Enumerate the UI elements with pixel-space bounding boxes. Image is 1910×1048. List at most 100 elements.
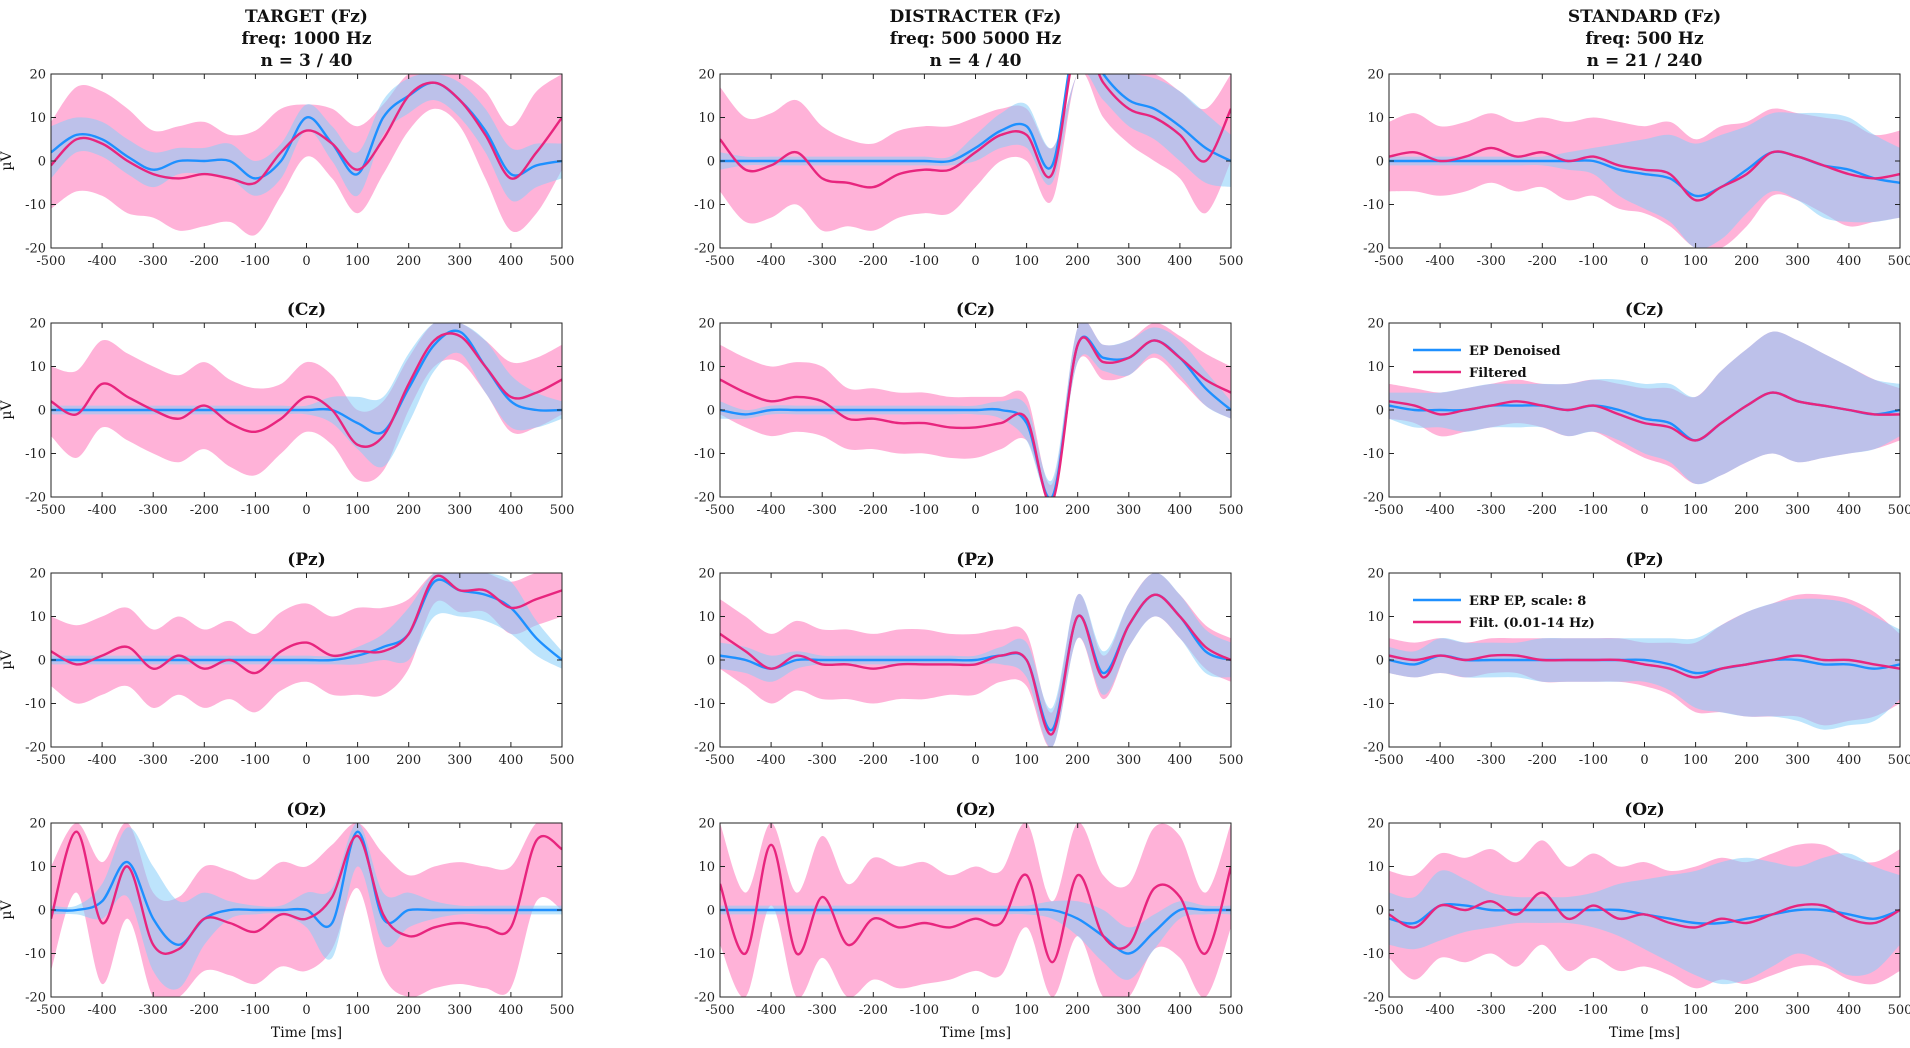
- subplot-title-line: (Oz): [955, 800, 996, 820]
- legend: EP Denoised Filtered: [1413, 344, 1561, 381]
- y-tick-label: 0: [38, 904, 46, 919]
- x-tick-label: 0: [971, 254, 979, 269]
- y-tick-label: -10: [25, 947, 46, 962]
- subplot-title-line: STANDARD (Fz): [1568, 7, 1721, 27]
- subplot-3: (Cz)-500 -400 -300 -200 -100 0 100 200 300 400 500…: [0, 300, 574, 518]
- y-tick-label: -20: [25, 242, 46, 257]
- x-tick-label: 0: [971, 1003, 979, 1018]
- x-tick-label: 400: [1167, 1003, 1192, 1018]
- x-tick-label: -200: [190, 753, 219, 768]
- subplot-title-line: n = 21 / 240: [1587, 51, 1703, 71]
- x-tick-label: -400: [87, 1003, 116, 1018]
- x-tick-label: 0: [302, 1003, 310, 1018]
- subplot-title-line: (Pz): [287, 550, 326, 570]
- x-tick-label: -300: [1477, 1003, 1506, 1018]
- subplot-2: STANDARD (Fz)freq: 500 Hzn = 21 / 240 -50…: [1363, 7, 1910, 269]
- y-tick-label: 20: [1367, 68, 1384, 83]
- x-tick-label: -100: [241, 254, 270, 269]
- y-tick-label: 10: [1367, 610, 1384, 625]
- x-tick-label: 100: [1014, 254, 1039, 269]
- x-tick-label: 100: [345, 503, 370, 518]
- x-tick-label: 300: [447, 753, 472, 768]
- y-tick-label: -20: [25, 491, 46, 506]
- x-tick-label: 100: [1683, 503, 1708, 518]
- y-tick-label: 10: [698, 610, 715, 625]
- y-tick-label: -10: [694, 947, 715, 962]
- x-tick-label: 100: [1683, 1003, 1708, 1018]
- y-tick-label: -10: [1363, 947, 1384, 962]
- subplot-title-line: freq: 500 Hz: [1585, 29, 1704, 49]
- x-tick-label: 300: [1116, 1003, 1141, 1018]
- x-tick-label: 200: [396, 753, 421, 768]
- filtered-line: [720, 843, 1231, 964]
- y-tick-label: 20: [698, 317, 715, 332]
- subplot-7: (Pz)-500 -400 -300 -200 -100 0 100 200 300 400 500…: [694, 550, 1243, 768]
- x-tick-label: 0: [302, 503, 310, 518]
- x-tick-label: -400: [1425, 254, 1454, 269]
- filtered-confidence-band: [51, 74, 562, 236]
- x-tick-label: 400: [1836, 254, 1861, 269]
- subplot-title-line: (Oz): [1624, 800, 1665, 820]
- x-tick-label: 200: [1065, 503, 1090, 518]
- x-tick-label: -400: [756, 254, 785, 269]
- x-tick-label: 500: [1219, 254, 1244, 269]
- y-tick-label: 0: [707, 155, 715, 170]
- x-tick-label: -500: [36, 503, 65, 518]
- x-tick-label: 100: [1683, 753, 1708, 768]
- ep-confidence-band: [1389, 331, 1900, 485]
- y-tick-label: 20: [1367, 817, 1384, 832]
- x-tick-label: 300: [447, 503, 472, 518]
- x-tick-label: -100: [1579, 254, 1608, 269]
- filtered-line: [1389, 146, 1900, 202]
- x-tick-label: 200: [396, 1003, 421, 1018]
- y-tick-label: -10: [25, 697, 46, 712]
- y-tick-label: 10: [698, 111, 715, 126]
- x-tick-label: -200: [190, 503, 219, 518]
- subplot-6: (Pz)-500 -400 -300 -200 -100 0 100 200 300 400 500…: [0, 550, 574, 768]
- x-tick-label: -100: [241, 753, 270, 768]
- subplot-1: DISTRACTER (Fz)freq: 500 5000 Hzn = 4 / …: [694, 7, 1243, 269]
- plot-area: [1389, 108, 1900, 248]
- filtered-line: [720, 74, 1231, 189]
- x-tick-label: -500: [1374, 503, 1403, 518]
- x-tick-label: 200: [1734, 1003, 1759, 1018]
- y-axis-label: µV: [0, 900, 15, 920]
- x-tick-label: 500: [550, 503, 575, 518]
- x-tick-label: 300: [1116, 503, 1141, 518]
- y-tick-label: 10: [29, 111, 46, 126]
- y-tick-label: -10: [1363, 198, 1384, 213]
- x-tick-label: -300: [139, 1003, 168, 1018]
- x-tick-label: -300: [808, 1003, 837, 1018]
- filtered-line: [51, 574, 562, 675]
- x-tick-label: -400: [1425, 1003, 1454, 1018]
- plot-area: [51, 573, 562, 713]
- y-tick-label: 20: [698, 68, 715, 83]
- ep-denoised-line: [720, 907, 1231, 955]
- ep-confidence-band: [720, 900, 1231, 980]
- subplot-title-line: freq: 500 5000 Hz: [890, 29, 1062, 49]
- x-tick-label: 500: [1219, 1003, 1244, 1018]
- y-tick-label: 0: [38, 654, 46, 669]
- subplot-title-line: DISTRACTER (Fz): [890, 7, 1062, 27]
- y-tick-label: -20: [1363, 242, 1384, 257]
- y-tick-label: 0: [1376, 155, 1384, 170]
- y-tick-label: 0: [707, 654, 715, 669]
- plot-area: [51, 823, 562, 997]
- x-tick-label: -200: [1528, 503, 1557, 518]
- x-tick-label: 100: [1683, 254, 1708, 269]
- x-tick-label: 500: [1888, 1003, 1910, 1018]
- x-tick-label: 300: [1785, 503, 1810, 518]
- x-tick-label: -500: [36, 254, 65, 269]
- x-tick-label: -400: [87, 503, 116, 518]
- x-tick-label: 200: [1065, 254, 1090, 269]
- x-tick-label: 400: [498, 753, 523, 768]
- x-tick-label: 400: [1836, 503, 1861, 518]
- plot-area: [1389, 331, 1900, 485]
- filtered-line: [1389, 653, 1900, 679]
- x-tick-label: -300: [808, 753, 837, 768]
- y-tick-label: -20: [25, 991, 46, 1006]
- x-tick-label: -400: [756, 1003, 785, 1018]
- x-tick-label: 300: [1785, 1003, 1810, 1018]
- subplot-0: TARGET (Fz)freq: 1000 Hzn = 3 / 40 -500 -4…: [0, 7, 574, 269]
- subplot-5: (Cz)-500 -400 -300 -200 -100 0 100 200 300 400 500…: [1363, 300, 1910, 518]
